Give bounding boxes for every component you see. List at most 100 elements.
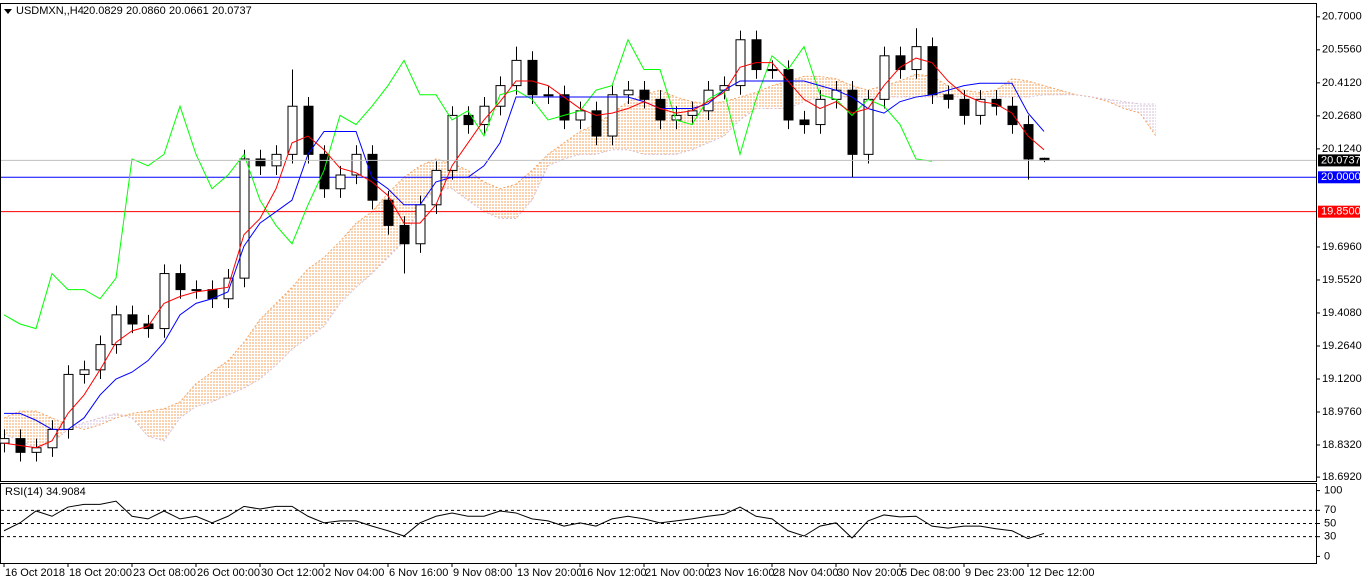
cloud-segment bbox=[308, 257, 324, 338]
x-tick-label: 13 Nov 20:00 bbox=[517, 567, 582, 579]
rsi-tick-label: 0 bbox=[1324, 550, 1330, 562]
cloud-segment bbox=[180, 383, 196, 418]
candle-body bbox=[95, 344, 106, 371]
x-tick-label: 12 Dec 12:00 bbox=[1029, 567, 1094, 579]
cloud-segment bbox=[676, 97, 692, 155]
rsi-tick-label: 70 bbox=[1324, 504, 1336, 516]
candle-body bbox=[191, 289, 202, 292]
x-tick-label: 9 Nov 08:00 bbox=[453, 567, 512, 579]
y-tick-label: 19.2640 bbox=[1322, 340, 1362, 352]
candle-body bbox=[959, 98, 970, 116]
candle-body bbox=[0, 438, 10, 444]
candle-body bbox=[431, 169, 442, 206]
x-tick-label: 30 Nov 20:00 bbox=[837, 567, 902, 579]
candle-body bbox=[543, 94, 554, 97]
cloud-segment bbox=[324, 241, 340, 327]
y-tick-label: 19.1200 bbox=[1322, 373, 1362, 385]
cloud-segment bbox=[516, 170, 532, 219]
candle-body bbox=[127, 314, 138, 325]
cloud-segment bbox=[68, 422, 84, 430]
y-tick-label: 20.7000 bbox=[1322, 11, 1362, 23]
candle-body bbox=[383, 199, 394, 226]
cloud-segment bbox=[740, 92, 756, 120]
candle-body bbox=[847, 89, 858, 155]
rsi-tick-label: 30 bbox=[1324, 531, 1336, 543]
cloud-segment bbox=[1028, 81, 1044, 98]
candle-body bbox=[479, 105, 490, 126]
cloud-segment bbox=[340, 223, 356, 304]
candle-body bbox=[303, 105, 314, 155]
candle-body bbox=[463, 114, 474, 126]
cloud-segment bbox=[964, 90, 980, 98]
cloud-segment bbox=[1108, 99, 1124, 109]
cloud-segment bbox=[1140, 103, 1156, 137]
candle-body bbox=[111, 314, 122, 346]
candle-body bbox=[223, 277, 234, 300]
cloud-segment bbox=[500, 184, 516, 219]
cloud-segment bbox=[148, 408, 164, 441]
ohlc-open: 20.0829 bbox=[83, 5, 123, 17]
candle-body bbox=[639, 89, 650, 100]
candle-body bbox=[399, 224, 410, 245]
candle-body bbox=[783, 69, 794, 121]
cloud-segment bbox=[1124, 101, 1140, 114]
price-box bbox=[1318, 154, 1360, 167]
y-tick-label: 20.5560 bbox=[1322, 44, 1362, 56]
rsi-tick-label: 100 bbox=[1324, 484, 1342, 496]
cloud-segment bbox=[212, 360, 228, 402]
cloud-segment bbox=[1060, 90, 1076, 95]
cloud-segment bbox=[84, 417, 100, 430]
rsi-line bbox=[3, 500, 1045, 540]
y-tick-label: 19.4080 bbox=[1322, 307, 1362, 319]
x-tick-label: 18 Oct 20:00 bbox=[69, 567, 132, 579]
cloud-segment bbox=[756, 85, 772, 109]
candle-body bbox=[335, 174, 346, 190]
candle-body bbox=[799, 119, 810, 126]
cloud-segment bbox=[980, 90, 996, 98]
y-tick-label: 20.4120 bbox=[1322, 77, 1362, 89]
main-frame bbox=[0, 3, 1317, 482]
cloud-segment bbox=[484, 181, 500, 219]
cloud-segment bbox=[404, 165, 420, 242]
candle-body bbox=[815, 98, 826, 126]
x-tick-label: 26 Oct 00:00 bbox=[197, 567, 260, 579]
candle-body bbox=[63, 373, 74, 430]
price-label: 20.0737 bbox=[1321, 154, 1361, 166]
candle-body bbox=[703, 89, 714, 112]
candle-body bbox=[607, 94, 618, 137]
candle-body bbox=[1023, 124, 1034, 160]
x-tick-label: 23 Oct 08:00 bbox=[133, 567, 196, 579]
cloud-segment bbox=[1044, 85, 1060, 95]
x-tick-label: 16 Oct 2018 bbox=[5, 567, 65, 579]
candle-body bbox=[559, 94, 570, 121]
y-tick-label: 18.8320 bbox=[1322, 439, 1362, 451]
cloud-segment bbox=[292, 268, 308, 350]
candle-body bbox=[511, 59, 522, 87]
cloud-segment bbox=[468, 170, 484, 212]
cloud-segment bbox=[260, 303, 276, 379]
y-tick-label: 18.6920 bbox=[1322, 471, 1362, 483]
tenkan-line bbox=[3, 57, 1045, 449]
y-tick-label: 19.5520 bbox=[1322, 274, 1362, 286]
candle-body bbox=[351, 153, 362, 176]
candle-body bbox=[287, 105, 298, 155]
cloud-segment bbox=[132, 411, 148, 437]
cloud-segment bbox=[900, 74, 916, 98]
y-tick-label: 19.6960 bbox=[1322, 241, 1362, 253]
candle-body bbox=[767, 69, 778, 72]
cloud-segment bbox=[164, 401, 180, 441]
candle-body bbox=[927, 46, 938, 96]
cloud-segment bbox=[708, 101, 724, 143]
level-box bbox=[1318, 171, 1360, 184]
candle-body bbox=[975, 98, 986, 116]
cloud-segment bbox=[228, 342, 244, 396]
candle-body bbox=[1007, 105, 1018, 126]
level-label: 20.0000 bbox=[1321, 171, 1361, 183]
candle-body bbox=[175, 273, 186, 291]
candle-body bbox=[239, 158, 250, 279]
x-tick-label: 9 Dec 23:00 bbox=[965, 567, 1024, 579]
y-tick-label: 18.9760 bbox=[1322, 406, 1362, 418]
candle-body bbox=[31, 447, 42, 453]
symbol: USDMXN,,H4 bbox=[16, 5, 84, 17]
